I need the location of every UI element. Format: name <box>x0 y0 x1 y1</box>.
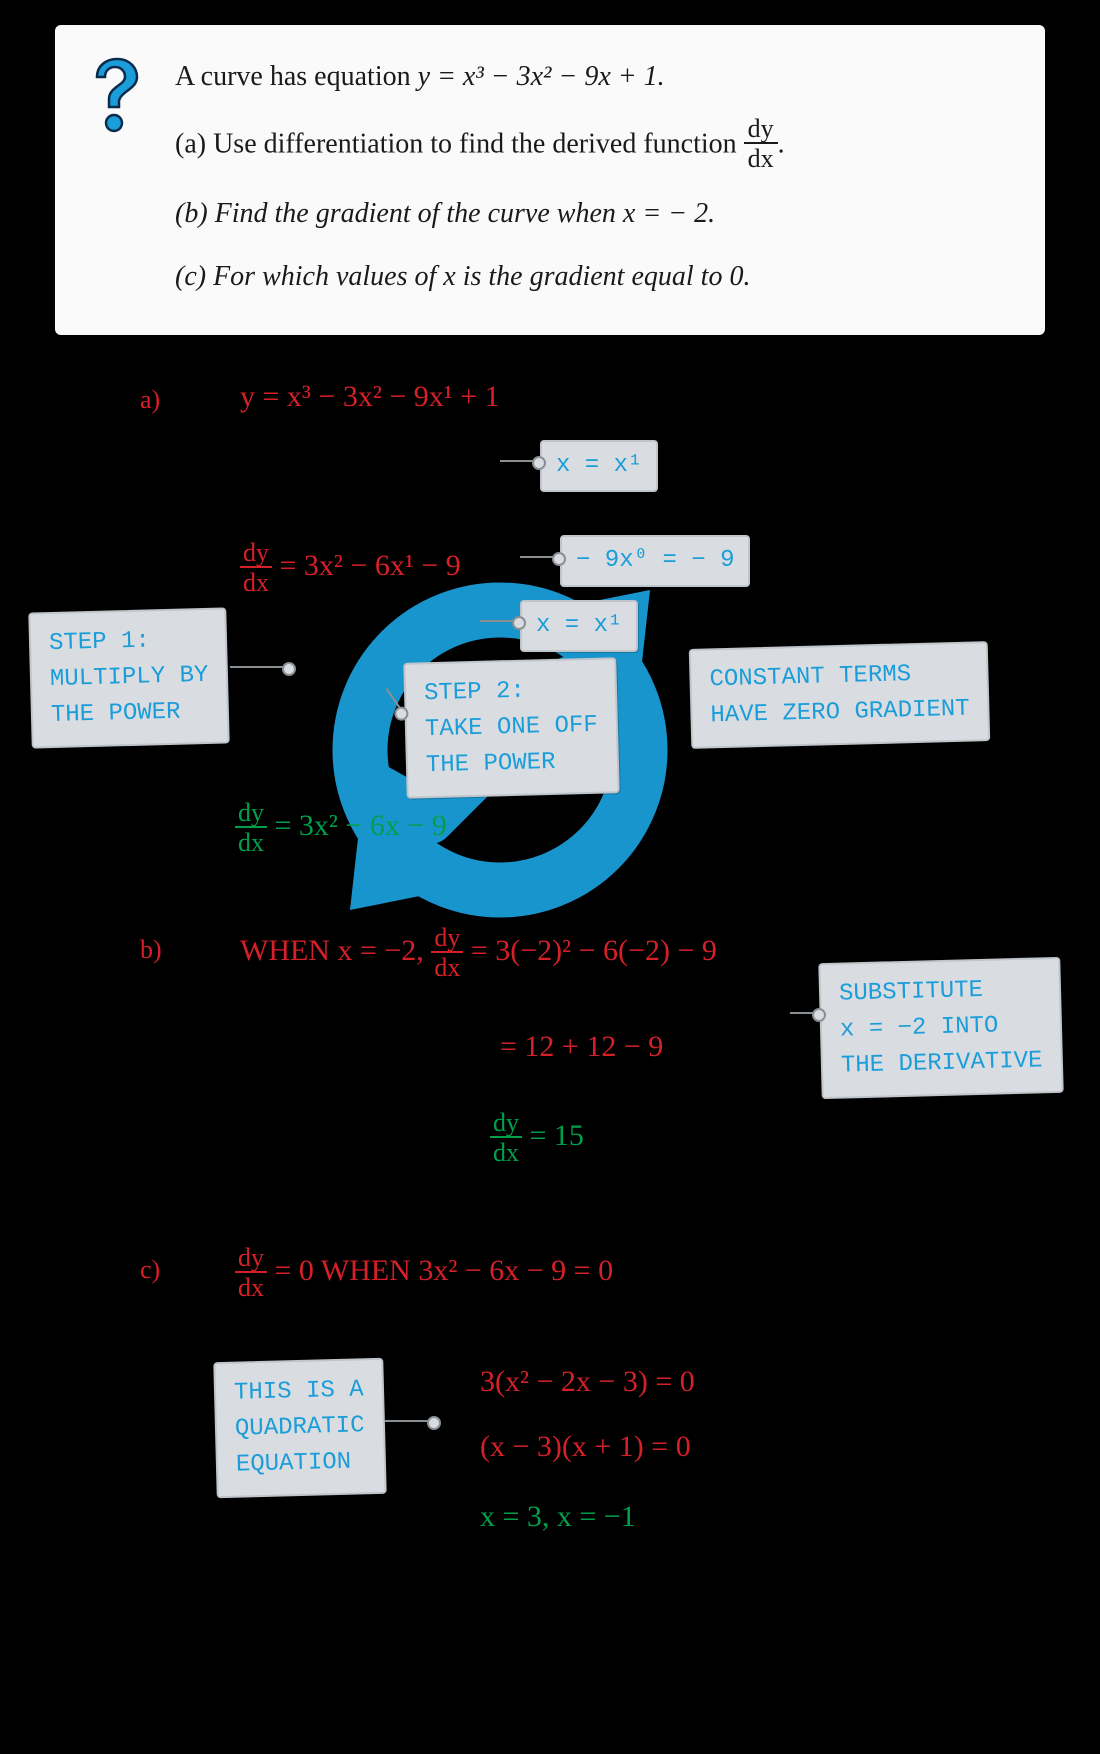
annot-line1: STEP 2: <box>424 672 598 713</box>
part-c-line3: (x − 3)(x + 1) = 0 <box>480 1430 691 1464</box>
annot-line3: THE POWER <box>50 694 209 734</box>
deriv-rhs: = 3x² − 6x¹ − 9 <box>272 549 461 582</box>
part-c-final: x = 3, x = −1 <box>480 1500 636 1534</box>
part-a-equation: y = x³ − 3x² − 9x¹ + 1 <box>240 380 500 414</box>
annot-line3: THE DERIVATIVE <box>841 1043 1044 1084</box>
frac-dydx: dy dx <box>235 1245 267 1301</box>
frac-n: dy <box>490 1110 522 1138</box>
connector-line <box>480 620 520 622</box>
part-b-line1: WHEN x = −2, dy dx = 3(−2)² − 6(−2) − 9 <box>240 925 717 981</box>
part-b-label: b) <box>140 935 162 965</box>
final-rhs: = 3x² − 6x − 9 <box>267 809 447 842</box>
annot-line1: THIS IS A <box>234 1372 365 1411</box>
frac-dydx: dy dx <box>240 540 272 596</box>
annot-line2: HAVE ZERO GRADIENT <box>710 692 970 735</box>
connector-line <box>385 1420 435 1422</box>
part-b-line2: = 12 + 12 − 9 <box>500 1030 663 1064</box>
part-c-line1: dy dx = 0 WHEN 3x² − 6x − 9 = 0 <box>235 1245 613 1301</box>
annot-x-equals-x1-top: x = x¹ <box>540 440 658 492</box>
annot-x-equals-x1-mid: x = x¹ <box>520 600 638 652</box>
frac-dydx: dy dx <box>431 925 463 981</box>
when-text: WHEN x = −2, <box>240 934 431 967</box>
annot-line3: EQUATION <box>235 1444 366 1483</box>
part-c-line2: 3(x² − 2x − 3) = 0 <box>480 1365 695 1399</box>
annot-text: x = x¹ <box>556 452 642 479</box>
annot-line2: QUADRATIC <box>235 1408 366 1447</box>
frac-d: dx <box>490 1138 522 1166</box>
frac-n: dy <box>235 800 267 828</box>
annot-line2: x = −2 INTO <box>840 1007 1043 1048</box>
b-eq1-rhs: = 3(−2)² − 6(−2) − 9 <box>463 934 717 967</box>
annot-line3: THE POWER <box>426 744 600 785</box>
frac-d: dx <box>431 953 463 981</box>
frac-n: dy <box>431 925 463 953</box>
annot-step2: STEP 2: TAKE ONE OFF THE POWER <box>403 657 619 799</box>
annot-text: x = x¹ <box>536 612 622 639</box>
frac-dydx: dy dx <box>235 800 267 856</box>
frac-n: dy <box>235 1245 267 1273</box>
frac-dydx: dy dx <box>490 1110 522 1166</box>
part-a-label: a) <box>140 385 160 415</box>
frac-d: dx <box>240 568 272 596</box>
annot-line2: MULTIPLY BY <box>50 658 209 698</box>
annot-substitute: SUBSTITUTE x = −2 INTO THE DERIVATIVE <box>818 957 1063 1099</box>
annot-step1: STEP 1: MULTIPLY BY THE POWER <box>28 607 230 748</box>
annot-line2: TAKE ONE OFF <box>425 708 599 749</box>
part-a-derivative: dy dx = 3x² − 6x¹ − 9 <box>240 540 461 596</box>
connector-line <box>386 688 405 714</box>
frac-n: dy <box>240 540 272 568</box>
part-b-final: dy dx = 15 <box>490 1110 584 1166</box>
connector-line <box>500 460 540 462</box>
annot-minus9x0: − 9x⁰ = − 9 <box>560 535 750 587</box>
b-final-rhs: = 15 <box>522 1119 584 1152</box>
connector-line <box>230 666 290 668</box>
annot-text: − 9x⁰ = − 9 <box>576 547 734 574</box>
frac-d: dx <box>235 828 267 856</box>
annot-line1: SUBSTITUTE <box>839 971 1042 1012</box>
annot-constant-terms: CONSTANT TERMS HAVE ZERO GRADIENT <box>689 641 991 749</box>
c-eq1-rhs: = 0 WHEN 3x² − 6x − 9 = 0 <box>267 1254 613 1287</box>
part-c-label: c) <box>140 1255 160 1285</box>
annot-quadratic: THIS IS A QUADRATIC EQUATION <box>213 1358 386 1498</box>
annot-line1: STEP 1: <box>49 622 208 662</box>
worked-solution: a) y = x³ − 3x² − 9x¹ + 1 x = x¹ dy dx =… <box>0 0 1100 1754</box>
connector-line <box>520 556 560 558</box>
connector-line <box>790 1012 820 1014</box>
frac-d: dx <box>235 1273 267 1301</box>
part-a-final: dy dx = 3x² − 6x − 9 <box>235 800 447 856</box>
